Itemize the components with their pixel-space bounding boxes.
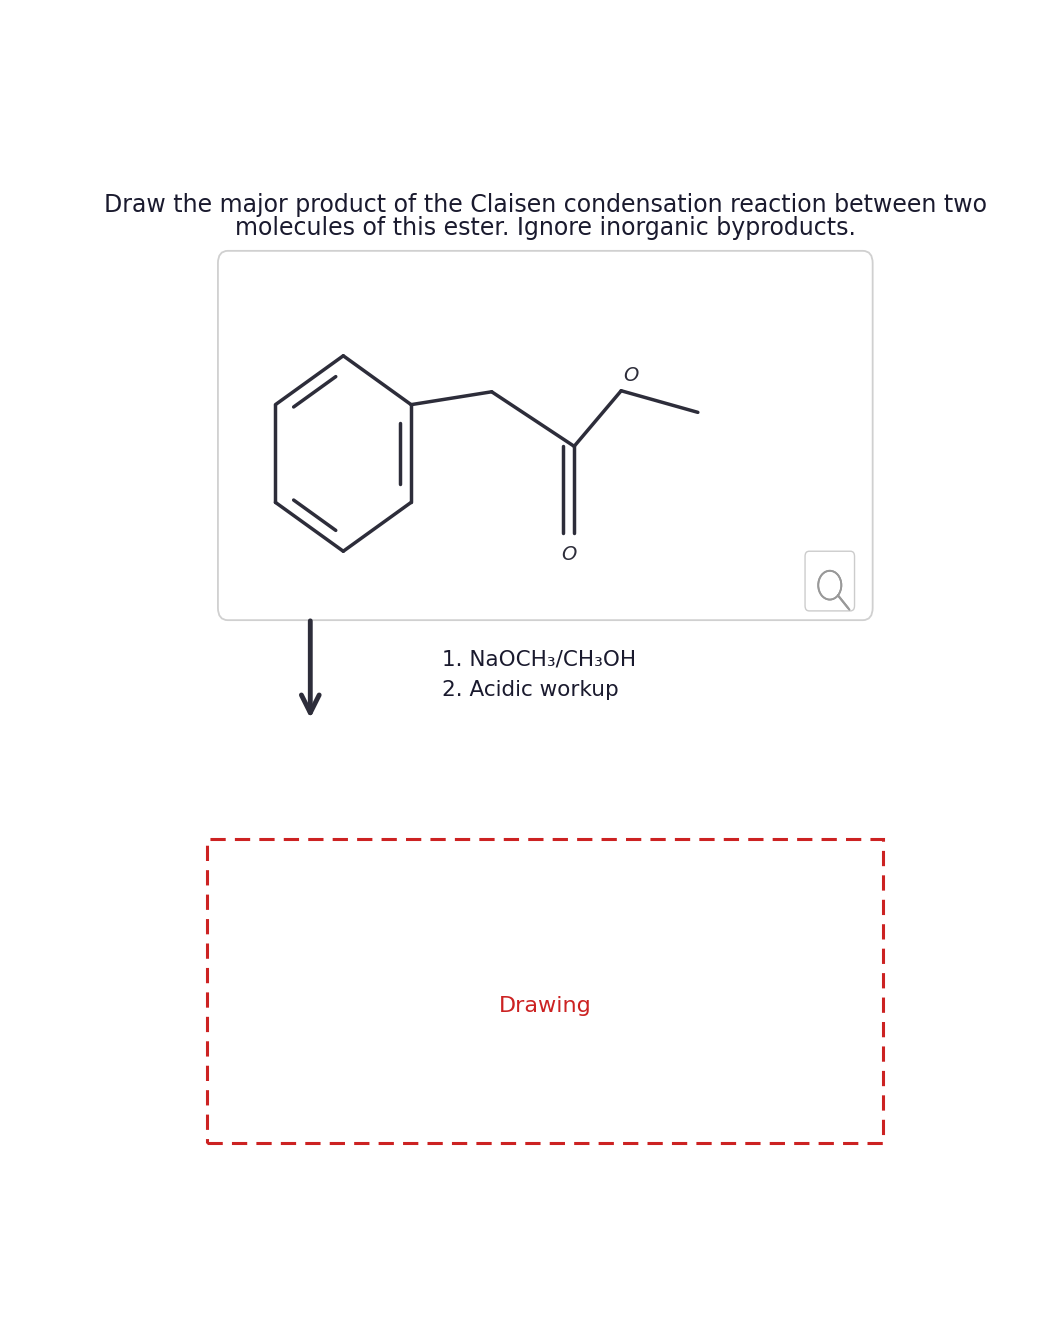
FancyBboxPatch shape — [805, 552, 854, 611]
Text: O: O — [624, 366, 639, 385]
Text: 2. Acidic workup: 2. Acidic workup — [443, 680, 619, 700]
Text: Draw the major product of the Claisen condensation reaction between two: Draw the major product of the Claisen co… — [104, 192, 986, 216]
Bar — [207, 839, 883, 1142]
Text: O: O — [561, 545, 577, 564]
Text: molecules of this ester. Ignore inorganic byproducts.: molecules of this ester. Ignore inorgani… — [235, 216, 855, 240]
Text: 1. NaOCH₃/CH₃OH: 1. NaOCH₃/CH₃OH — [443, 649, 636, 669]
Text: Drawing: Drawing — [499, 997, 592, 1017]
FancyBboxPatch shape — [218, 251, 872, 620]
